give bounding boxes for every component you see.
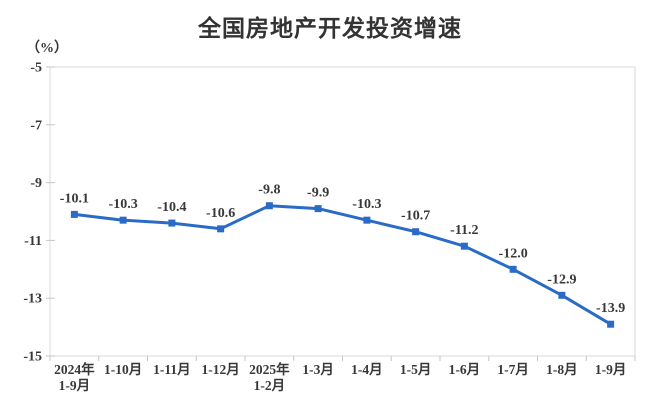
data-point-marker <box>363 216 371 224</box>
x-tick-label: 1-10月 <box>104 362 142 377</box>
data-point-marker <box>265 202 273 210</box>
data-point-label: -10.3 <box>352 197 381 212</box>
data-point-label: -11.2 <box>450 223 478 238</box>
data-point-marker <box>217 225 225 233</box>
data-point-label: -10.7 <box>401 209 430 224</box>
x-tick-label: 2025年 1-2月 <box>249 361 290 393</box>
data-point-marker <box>119 216 127 224</box>
data-point-label: -12.9 <box>547 272 576 287</box>
x-tick-label: 1-5月 <box>400 362 432 377</box>
data-point-marker <box>314 205 322 213</box>
data-point-label: -10.6 <box>206 206 235 221</box>
y-axis-unit-label: （%） <box>26 40 68 56</box>
data-point-label: -10.3 <box>109 197 138 212</box>
data-point-label: -10.4 <box>157 200 186 215</box>
x-tick-label: 1-11月 <box>153 362 191 377</box>
y-tick-label: -15 <box>23 350 42 365</box>
data-point-marker <box>168 219 176 227</box>
x-tick-label: 1-12月 <box>202 362 240 377</box>
data-point-marker <box>558 291 566 299</box>
y-tick-label: -11 <box>24 234 42 249</box>
plot-border <box>49 66 636 357</box>
data-point-label: -10.1 <box>60 191 89 206</box>
data-point-marker <box>509 265 517 273</box>
y-tick-label: -13 <box>23 292 42 307</box>
data-point-marker <box>460 242 468 250</box>
x-tick-label: 1-3月 <box>302 362 334 377</box>
y-tick-label: -9 <box>30 176 42 191</box>
data-point-marker <box>412 228 420 236</box>
y-tick-label: -5 <box>30 61 42 76</box>
data-point-label: -13.9 <box>596 301 625 316</box>
y-tick-label: -7 <box>30 118 42 133</box>
data-point-label: -9.8 <box>258 183 280 198</box>
x-tick-label: 1-4月 <box>351 362 383 377</box>
data-point-marker <box>607 320 615 328</box>
data-point-label: -12.0 <box>499 246 528 261</box>
x-tick-label: 1-7月 <box>497 362 529 377</box>
data-point-label: -9.9 <box>307 186 329 201</box>
chart-title: 全国房地产开发投资增速 <box>198 15 462 41</box>
x-tick-label: 1-6月 <box>449 362 481 377</box>
x-tick-label: 2024年 1-9月 <box>54 361 95 393</box>
series-line <box>72 204 613 326</box>
data-point-marker <box>70 210 78 218</box>
x-tick-label: 1-8月 <box>546 362 578 377</box>
x-tick-label: 1-9月 <box>595 362 627 377</box>
